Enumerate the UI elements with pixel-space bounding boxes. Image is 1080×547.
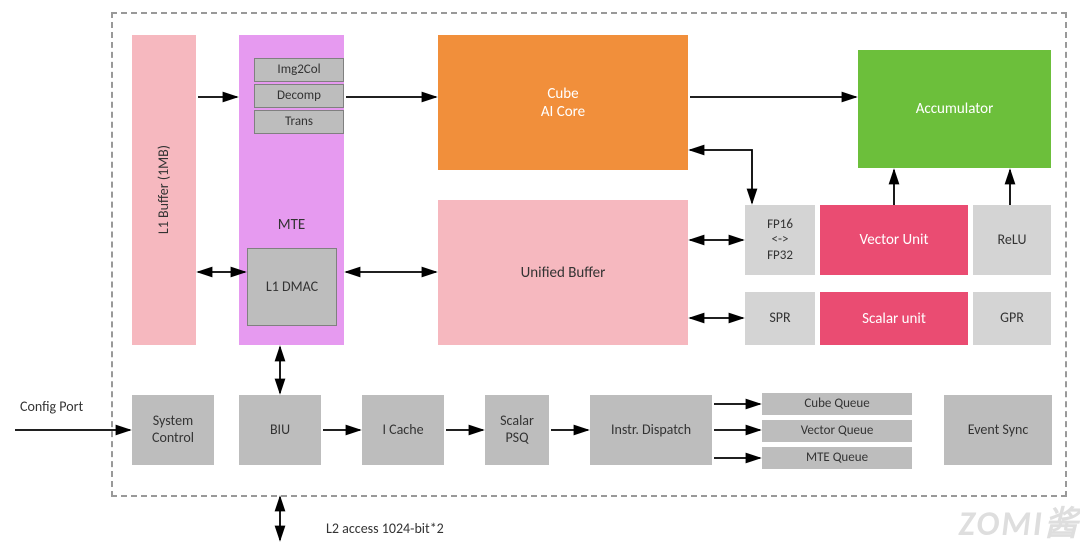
block-l1-dmac: L1 DMAC — [247, 248, 337, 326]
block-l1-buffer: L1 Buffer (1MB) — [132, 35, 196, 345]
block-mte-queue: MTE Queue — [762, 447, 912, 469]
block-cube: CubeAI Core — [438, 35, 688, 170]
watermark: ZOMI酱 — [959, 496, 1080, 545]
config-port-label: Config Port — [20, 398, 83, 415]
block-trans: Trans — [254, 110, 344, 134]
block-vector-unit: Vector Unit — [820, 205, 968, 275]
block-fp16-fp32: FP16<->FP32 — [745, 205, 815, 275]
block-vector-queue: Vector Queue — [762, 420, 912, 442]
block-scalar-psq: ScalarPSQ — [485, 395, 549, 465]
block-event-sync: Event Sync — [944, 395, 1052, 465]
block-gpr: GPR — [973, 292, 1051, 345]
block-cube-queue: Cube Queue — [762, 393, 912, 415]
block-scalar-unit: Scalar unit — [820, 292, 968, 345]
l2-access-label: L2 access 1024-bit*2 — [326, 520, 444, 537]
block-unified-buffer: Unified Buffer — [438, 200, 688, 345]
block-accumulator: Accumulator — [858, 50, 1051, 168]
block-system-control: SystemControl — [132, 395, 214, 465]
block-decomp: Decomp — [254, 84, 344, 108]
block-relu: ReLU — [973, 205, 1051, 275]
block-biu: BIU — [239, 395, 321, 465]
block-instr-dispatch: Instr. Dispatch — [590, 395, 712, 465]
block-spr: SPR — [745, 292, 815, 345]
block-img2col: Img2Col — [254, 58, 344, 82]
block-icache: I Cache — [362, 395, 444, 465]
